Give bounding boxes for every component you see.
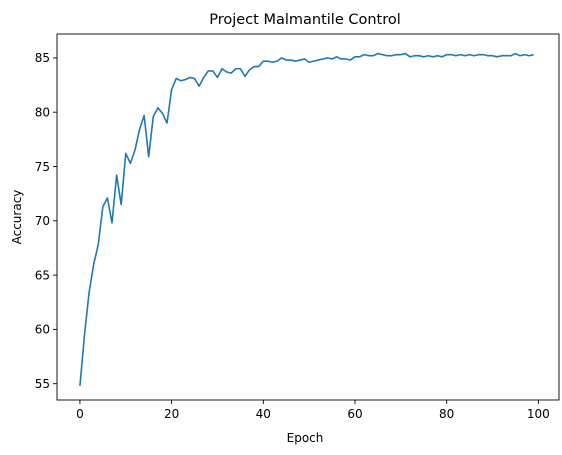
y-tick-label: 75 [35, 160, 50, 174]
y-tick-label: 80 [35, 105, 50, 119]
x-tick-label: 100 [527, 407, 550, 421]
x-axis: 0 20 40 60 80 100 [76, 400, 550, 421]
x-axis-label: Epoch [287, 431, 324, 445]
x-tick-label: 80 [439, 407, 454, 421]
x-tick-label: 20 [164, 407, 179, 421]
x-tick-label: 0 [76, 407, 84, 421]
y-tick-label: 60 [35, 323, 50, 337]
chart-title: Project Malmantile Control [209, 12, 401, 28]
y-tick-label: 65 [35, 268, 50, 282]
x-tick-label: 60 [347, 407, 362, 421]
y-tick-label: 55 [35, 377, 50, 391]
y-tick-label: 85 [35, 51, 50, 65]
y-tick-label: 70 [35, 214, 50, 228]
y-axis-label: Accuracy [10, 190, 24, 245]
accuracy-series-line [79, 52, 534, 386]
plot-frame [56, 33, 560, 401]
x-tick-label: 40 [256, 407, 271, 421]
y-axis: 55 60 65 70 75 80 85 [35, 51, 57, 391]
